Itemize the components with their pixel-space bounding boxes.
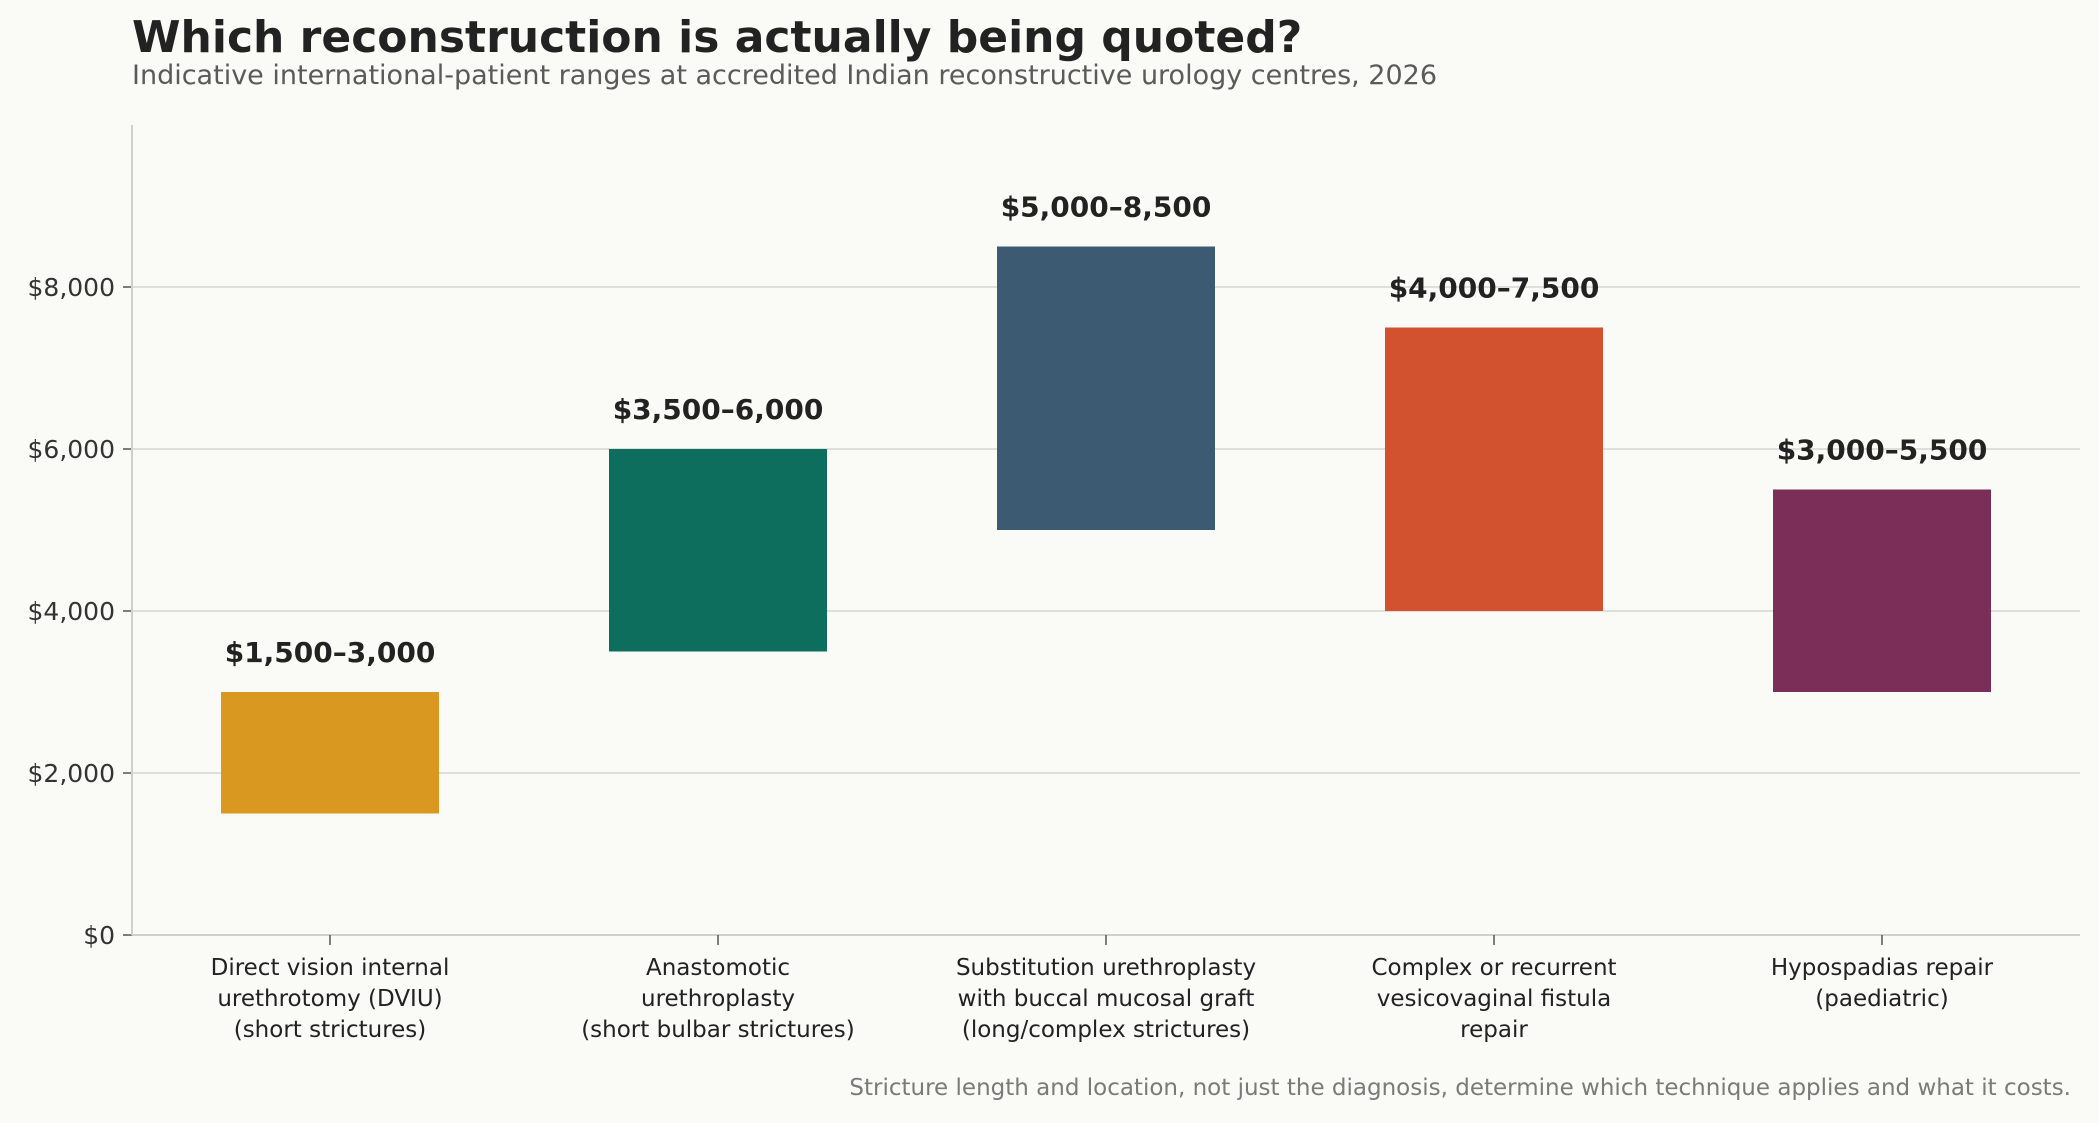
axes: $0 $2,000 $4,000 $6,000 $8,000 — [28, 125, 2080, 950]
x-tick-label: Substitution urethroplasty — [956, 955, 1256, 981]
x-tick-label: (paediatric) — [1815, 986, 1948, 1012]
x-tick-label: with buccal mucosal graft — [958, 986, 1255, 1012]
x-tick-label: Anastomotic — [646, 955, 790, 981]
x-tick-label: (long/complex strictures) — [962, 1017, 1250, 1043]
x-tick-label: Hypospadias repair — [1771, 955, 1994, 981]
data-label: $1,500–3,000 — [225, 636, 436, 669]
range-bar — [997, 246, 1215, 530]
x-tick-label: urethrotomy (DVIU) — [217, 986, 442, 1012]
chart-footnote: Stricture length and location, not just … — [849, 1075, 2071, 1101]
y-tick-label: $4,000 — [28, 597, 115, 626]
x-tick-label: (short bulbar strictures) — [581, 1017, 855, 1043]
y-tick-label: $2,000 — [28, 759, 115, 788]
range-bar — [1773, 489, 1991, 692]
range-bar — [609, 449, 827, 652]
chart-title: Which reconstruction is actually being q… — [132, 12, 1303, 63]
x-tick-label: vesicovaginal fistula — [1377, 986, 1611, 1012]
x-tick-label: repair — [1460, 1017, 1528, 1043]
range-bar — [221, 692, 439, 814]
chart-subtitle: Indicative international-patient ranges … — [132, 60, 1438, 91]
data-label: $3,000–5,500 — [1777, 434, 1988, 467]
y-tick-label: $8,000 — [28, 273, 115, 302]
data-label: $4,000–7,500 — [1389, 272, 1600, 305]
data-label: $3,500–6,000 — [613, 393, 824, 426]
range-bar — [1385, 327, 1603, 611]
x-tick-label: Direct vision internal — [211, 955, 450, 981]
data-label: $5,000–8,500 — [1001, 191, 1212, 224]
labels: $1,500–3,000 Direct vision internal urethr… — [211, 191, 1994, 1044]
x-tick-label: Complex or recurrent — [1371, 955, 1616, 981]
y-tick-label: $0 — [83, 921, 115, 950]
bars — [221, 246, 1991, 814]
y-tick-label: $6,000 — [28, 435, 115, 464]
x-tick-label: (short strictures) — [234, 1017, 427, 1043]
x-tick-label: urethroplasty — [641, 986, 795, 1012]
